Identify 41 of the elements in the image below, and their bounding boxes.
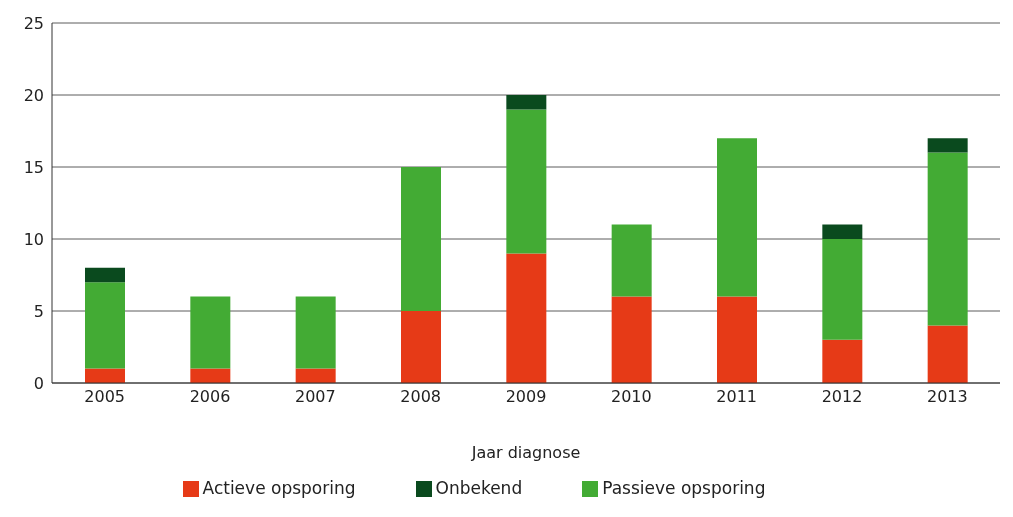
legend-label: Actieve opsporing bbox=[202, 478, 356, 498]
bar bbox=[717, 296, 757, 383]
legend-label: Passieve opsporing bbox=[602, 478, 766, 498]
bar bbox=[85, 267, 125, 283]
bar bbox=[401, 311, 441, 383]
bar bbox=[611, 224, 652, 297]
x-tick-label: 2008 bbox=[400, 387, 442, 407]
x-tick-label: 2012 bbox=[821, 387, 863, 407]
y-tick-label: 25 bbox=[23, 13, 44, 33]
x-tick-label: 2011 bbox=[716, 387, 758, 407]
bar bbox=[401, 167, 441, 311]
y-tick-label: 10 bbox=[23, 229, 44, 249]
bar bbox=[506, 95, 547, 110]
bar bbox=[85, 282, 125, 369]
bar bbox=[295, 368, 336, 383]
y-tick-label: 5 bbox=[33, 301, 44, 321]
bar bbox=[506, 253, 547, 383]
legend-label: Onbekend bbox=[435, 478, 523, 498]
bar bbox=[927, 138, 968, 153]
x-tick-label: 2009 bbox=[505, 387, 547, 407]
bar bbox=[717, 138, 757, 297]
x-axis-title: Jaar diagnose bbox=[470, 443, 581, 462]
bar bbox=[927, 325, 968, 383]
bar bbox=[611, 296, 652, 383]
bar bbox=[822, 239, 863, 340]
x-tick-label: 2006 bbox=[189, 387, 231, 407]
bar bbox=[927, 152, 968, 326]
x-tick-label: 2005 bbox=[84, 387, 126, 407]
bar bbox=[822, 224, 863, 239]
x-tick-label: 2013 bbox=[926, 387, 968, 407]
bar bbox=[190, 368, 231, 383]
bar bbox=[190, 296, 231, 369]
bar bbox=[295, 296, 336, 369]
y-tick-label: 15 bbox=[23, 157, 44, 177]
x-tick-label: 2010 bbox=[610, 387, 652, 407]
x-tick-label: 2007 bbox=[294, 387, 336, 407]
bar bbox=[506, 109, 547, 254]
y-tick-label: 20 bbox=[23, 85, 44, 105]
bar bbox=[822, 339, 863, 383]
bar bbox=[85, 368, 125, 383]
y-tick-label: 0 bbox=[33, 373, 44, 393]
